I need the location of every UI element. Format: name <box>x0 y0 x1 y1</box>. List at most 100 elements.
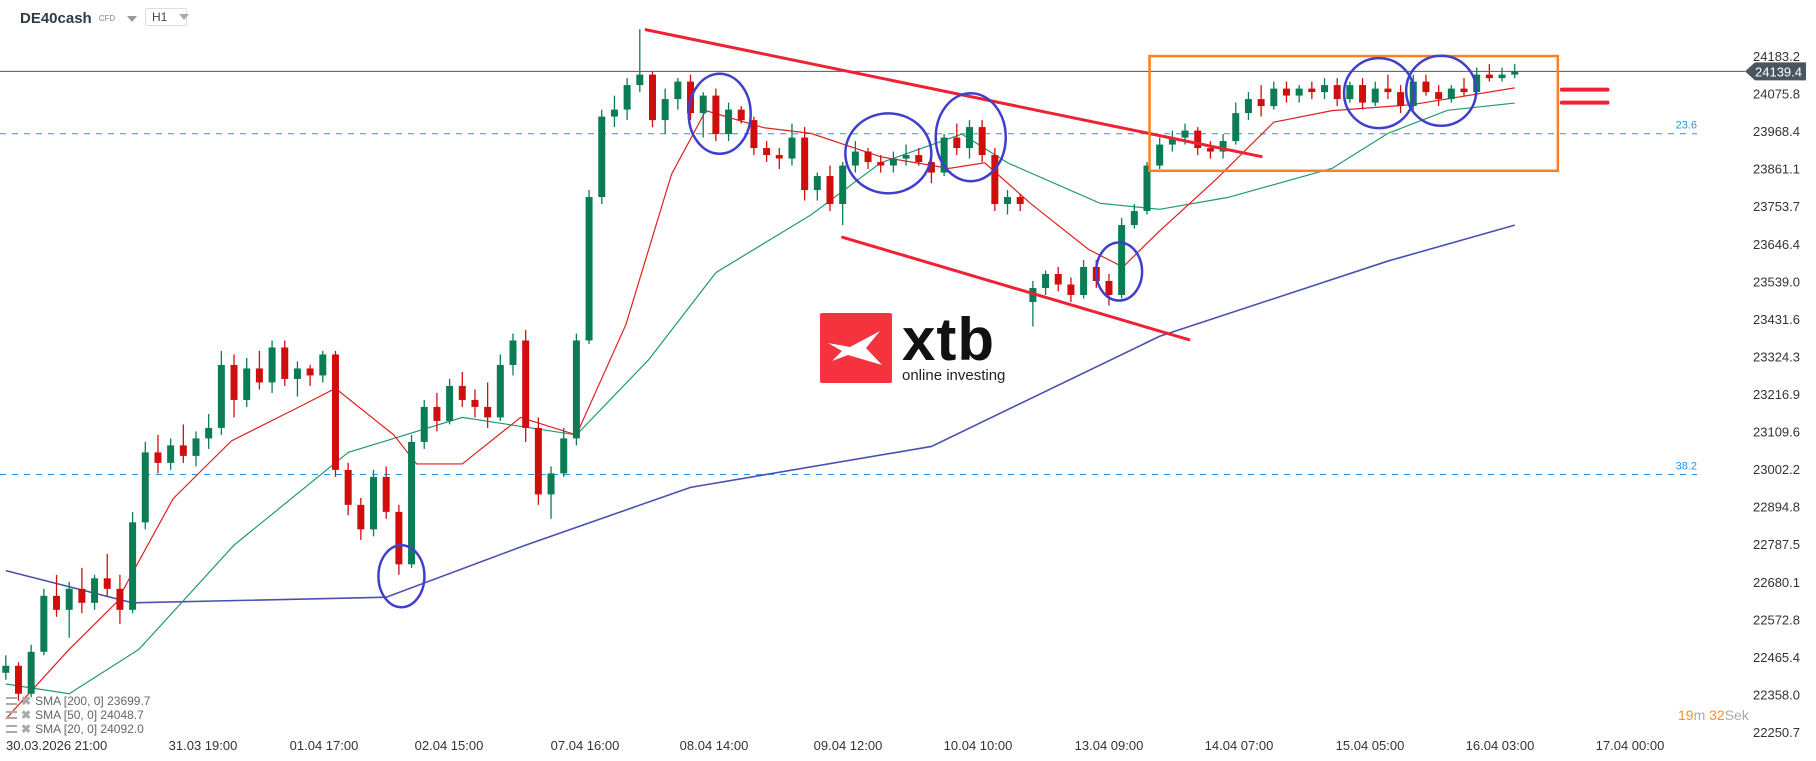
candle-body <box>331 354 339 470</box>
candle-body <box>991 155 999 205</box>
x-tick-label: 02.04 15:00 <box>415 738 484 753</box>
candle-body <box>636 74 644 86</box>
candle-body <box>801 137 809 191</box>
candle-body <box>243 368 251 400</box>
candle-body <box>1422 81 1430 93</box>
legend-item[interactable]: ✖ SMA [50, 0] 24048.7 <box>6 708 150 722</box>
x-tick-label: 09.04 12:00 <box>814 738 883 753</box>
candle-body <box>763 148 771 156</box>
candle-body <box>1194 130 1202 149</box>
y-tick-label: 22358.0 <box>1753 687 1800 702</box>
x-tick-label: 30.03.2026 21:00 <box>6 738 107 753</box>
candle-body <box>547 473 555 495</box>
candle-body <box>826 176 834 205</box>
fib-level-label: 38.2 <box>1676 460 1697 472</box>
settings-icon[interactable] <box>6 711 17 719</box>
close-icon[interactable]: ✖ <box>21 694 32 708</box>
candle-body <box>864 151 872 163</box>
fib-level-label: 23.6 <box>1676 120 1697 132</box>
candle-body <box>357 504 365 530</box>
x-icon <box>828 331 882 365</box>
candle-body <box>192 438 200 456</box>
candle-body <box>1460 88 1468 93</box>
candle-body <box>344 469 352 505</box>
timeframe-value: H1 <box>152 10 168 24</box>
candle-body <box>496 364 504 418</box>
chevron-down-icon[interactable] <box>127 15 138 22</box>
candle-body <box>775 155 783 159</box>
x-tick-label: 08.04 14:00 <box>680 738 749 753</box>
candle-body <box>1080 267 1088 295</box>
settings-icon[interactable] <box>6 725 17 733</box>
candle-body <box>1397 92 1405 107</box>
trendline <box>644 28 1263 159</box>
current-price-tag <box>1745 62 1806 81</box>
candle-body <box>788 137 796 159</box>
candle-body <box>965 127 973 149</box>
candle-body <box>319 354 327 376</box>
candle-body <box>370 476 378 530</box>
y-tick-label: 22787.5 <box>1753 537 1800 552</box>
xtb-logo: xtb online investing <box>820 310 1005 384</box>
candle-body <box>1118 225 1126 295</box>
candle-body <box>2 665 10 673</box>
highlight-circle <box>1404 54 1478 127</box>
highlight-circle <box>687 72 752 156</box>
y-tick-label: 23753.7 <box>1753 199 1800 214</box>
candle-body <box>306 368 314 376</box>
candle-body <box>1042 273 1050 288</box>
candle-body <box>940 137 948 173</box>
candle-body <box>1143 165 1151 212</box>
candle-body <box>915 155 923 163</box>
close-icon[interactable]: ✖ <box>21 722 32 736</box>
settings-icon[interactable] <box>6 697 17 705</box>
timer-minutes-unit: m <box>1693 707 1706 723</box>
legend-item[interactable]: ✖ SMA [20, 0] 24092.0 <box>6 722 150 736</box>
timeframe-dropdown[interactable]: H1 <box>145 8 190 26</box>
candle-body <box>255 368 263 383</box>
candle-body <box>953 137 961 149</box>
highlight-circle <box>1342 56 1416 130</box>
y-tick-label: 23968.4 <box>1753 124 1800 139</box>
candle-body <box>446 385 454 421</box>
x-tick-label: 10.04 10:00 <box>944 738 1013 753</box>
legend-item[interactable]: ✖ SMA [200, 0] 23699.7 <box>6 694 150 708</box>
candle-body <box>1333 85 1341 100</box>
candle-body <box>65 588 73 610</box>
candle-body <box>560 438 568 474</box>
candle-body <box>598 116 606 198</box>
y-tick-label: 23539.0 <box>1753 274 1800 289</box>
chevron-down-icon <box>179 14 190 20</box>
candle-body <box>1371 88 1379 103</box>
close-icon[interactable]: ✖ <box>21 708 32 722</box>
candle-body <box>1447 88 1455 100</box>
xtb-logo-mark <box>820 313 892 383</box>
candle-body <box>1156 144 1164 166</box>
candle-body <box>585 197 593 341</box>
candle-body <box>737 109 745 121</box>
candle-body <box>648 74 656 121</box>
y-tick-label: 23002.2 <box>1753 462 1800 477</box>
candle-body <box>382 476 390 512</box>
instrument-type: CFD <box>98 14 116 23</box>
candle-body <box>1295 88 1303 96</box>
x-tick-label: 14.04 07:00 <box>1205 738 1274 753</box>
x-tick-label: 17.04 00:00 <box>1596 738 1665 753</box>
y-tick-label: 23861.1 <box>1753 162 1800 177</box>
timer-seconds: 32 <box>1709 707 1725 723</box>
candle-body <box>851 151 859 166</box>
candle-body <box>1067 284 1075 295</box>
symbol-selector[interactable]: DE40cash CFD <box>20 10 138 27</box>
candle-body <box>1473 74 1481 93</box>
y-tick-label: 23324.3 <box>1753 349 1800 364</box>
candle-body <box>839 165 847 205</box>
timer-seconds-unit: Sek <box>1724 707 1749 723</box>
candle-body <box>712 95 720 135</box>
current-price-label: 24139.4 <box>1755 64 1802 79</box>
candle-body <box>1130 211 1138 226</box>
consolidation-box <box>1148 54 1560 173</box>
candle-body <box>674 81 682 100</box>
candle-body <box>1359 85 1367 103</box>
candle-body <box>889 158 897 166</box>
